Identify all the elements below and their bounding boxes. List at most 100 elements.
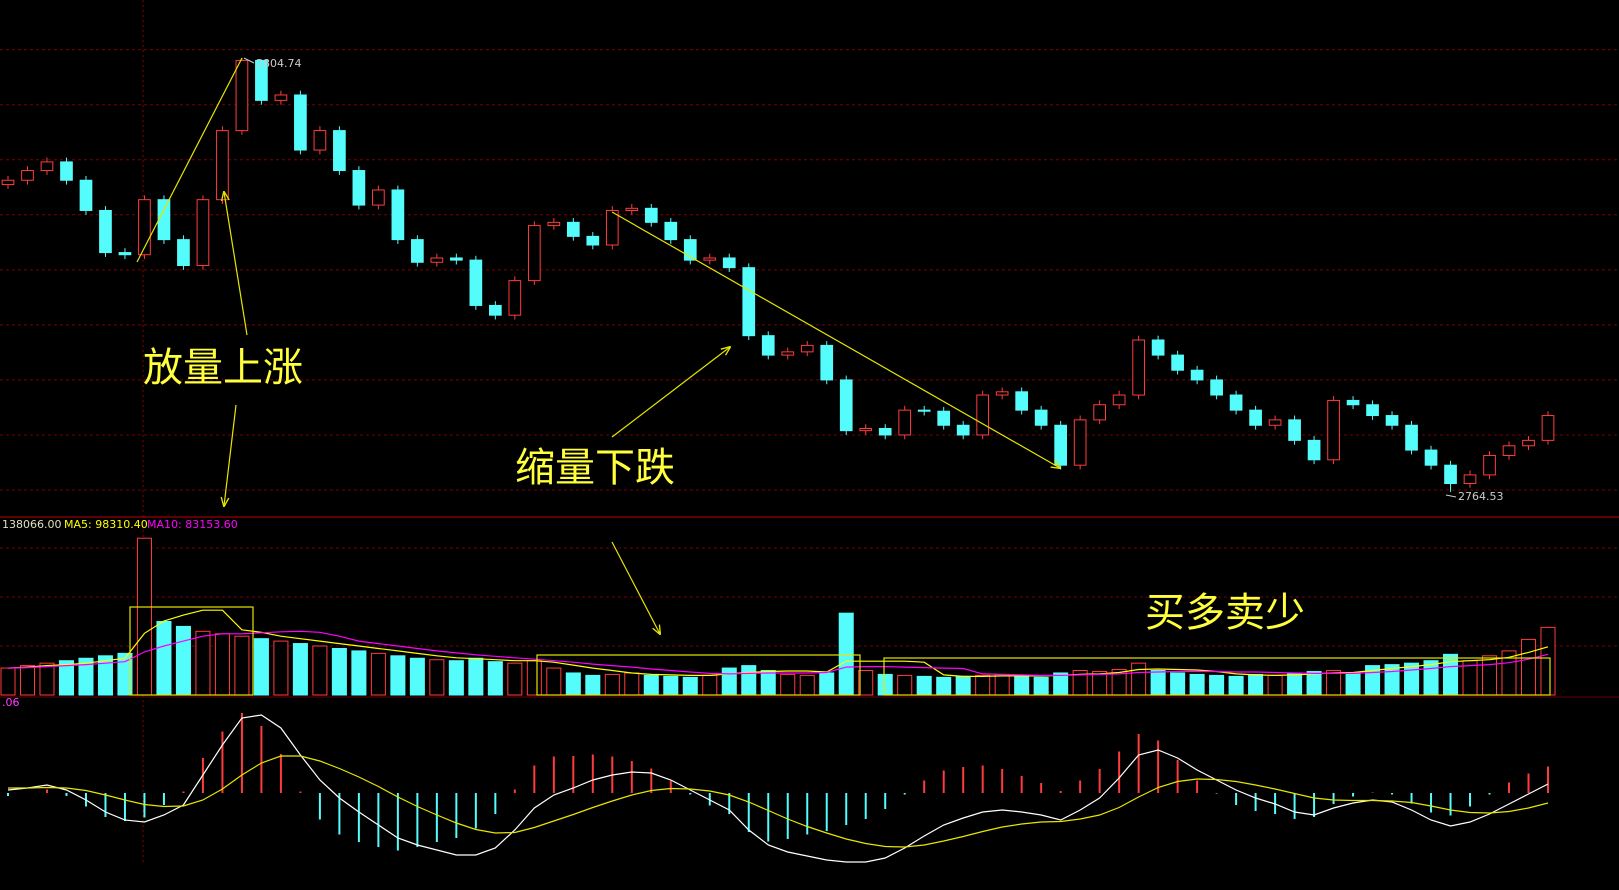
- candle-body: [177, 239, 190, 267]
- candle-body: [60, 161, 73, 181]
- volume-bar: [214, 633, 230, 696]
- volume-bar: [604, 673, 620, 696]
- volume-bar: [1423, 660, 1439, 696]
- label-pointer: [243, 57, 255, 64]
- volume-bar: [1248, 673, 1264, 696]
- volume-bar: [624, 672, 640, 696]
- volume-bar: [741, 665, 757, 696]
- candle-body: [118, 252, 132, 256]
- volume-bar: [351, 650, 367, 696]
- volume-bar: [175, 625, 191, 696]
- volume-bar: [312, 645, 328, 696]
- candle-body: [1210, 379, 1223, 396]
- candle-body: [547, 221, 561, 227]
- candle-body: [976, 394, 990, 436]
- candle-body: [488, 304, 502, 316]
- volume-bar: [487, 661, 503, 696]
- candle-body: [99, 209, 112, 254]
- candle-body: [742, 267, 756, 337]
- high-label: 2804.74: [256, 57, 302, 70]
- volume-bar: [273, 640, 289, 696]
- arrow: [611, 347, 730, 438]
- candle-body: [1249, 409, 1262, 426]
- candle-body: [313, 130, 327, 151]
- volume-bar: [1267, 674, 1283, 696]
- volume-bar: [721, 667, 737, 696]
- candle-body: [1444, 464, 1457, 485]
- volume-bar: [19, 665, 36, 696]
- candle-body: [333, 130, 346, 172]
- volume-bar: [234, 635, 250, 696]
- ma-line: [7, 630, 1549, 676]
- volume-bar: [1540, 626, 1556, 696]
- volume-bar: [156, 621, 172, 696]
- candle-body: [352, 170, 366, 206]
- volume-bar: [780, 673, 796, 696]
- volume-bar: [565, 672, 581, 696]
- candle-body: [995, 391, 1009, 396]
- candle-body: [1054, 424, 1068, 466]
- volume-bar: [1209, 674, 1225, 696]
- volume-bar: [1228, 675, 1244, 696]
- volume-bar: [117, 652, 133, 696]
- volume-bar: [331, 647, 347, 696]
- candle-body: [820, 344, 834, 381]
- volume-bar: [760, 670, 776, 696]
- annotation-layer: 放量上涨 缩量下跌 买多卖少: [129, 57, 1551, 696]
- candle-body: [40, 161, 54, 172]
- volume-bar: [39, 662, 55, 696]
- highlight-box: [536, 654, 861, 696]
- candle-body: [372, 189, 385, 206]
- volume-bar: [0, 667, 16, 696]
- low-label: 2764.53: [1458, 490, 1504, 503]
- volume-bar: [1326, 670, 1342, 696]
- marks-layer: [0, 57, 1556, 863]
- arrow: [224, 404, 237, 506]
- volume-bar: [97, 655, 113, 696]
- volume-bar: [58, 660, 74, 696]
- candle-body: [781, 351, 795, 356]
- volume-bar: [1306, 670, 1322, 696]
- candle-body: [430, 257, 444, 263]
- candle-body: [625, 207, 639, 211]
- candle-body: [196, 199, 210, 267]
- candle-body: [917, 409, 931, 412]
- arrow: [611, 541, 660, 634]
- candle-body: [1424, 449, 1438, 466]
- candle-body: [1346, 399, 1360, 406]
- candle-body: [1034, 409, 1048, 426]
- candle-body: [703, 257, 717, 261]
- volume-bar: [526, 660, 542, 696]
- candle-body: [527, 225, 541, 282]
- volume-bar: [936, 676, 952, 696]
- trend-line: [611, 211, 1060, 468]
- candle-body: [605, 209, 619, 246]
- candle-body: [800, 344, 814, 353]
- volume-bar: [253, 638, 269, 696]
- candle-body: [1385, 415, 1399, 426]
- candle-body: [761, 335, 775, 356]
- candle-body: [1483, 454, 1496, 476]
- candle-body: [508, 280, 522, 316]
- volume-bar: [468, 657, 484, 696]
- candle-body: [255, 59, 268, 101]
- volume-bar: [292, 643, 308, 696]
- volume-bar: [1033, 676, 1049, 696]
- candle-body: [1327, 399, 1340, 461]
- candle-body: [1093, 404, 1106, 421]
- highlight-box: [883, 657, 1551, 696]
- volume-bar: [429, 659, 445, 696]
- volume-bar: [1170, 672, 1186, 696]
- volume-bar: [409, 657, 425, 696]
- candle-body: [1, 179, 15, 186]
- volume-bar: [1189, 673, 1205, 696]
- candle-body: [1541, 415, 1555, 441]
- candle-body: [956, 424, 970, 436]
- volume-bar: [1345, 672, 1361, 696]
- arrow: [224, 192, 248, 336]
- volume-bar: [643, 674, 659, 696]
- volume-bar: [975, 674, 991, 696]
- volume-bar: [702, 674, 718, 696]
- candle-body: [1268, 419, 1282, 426]
